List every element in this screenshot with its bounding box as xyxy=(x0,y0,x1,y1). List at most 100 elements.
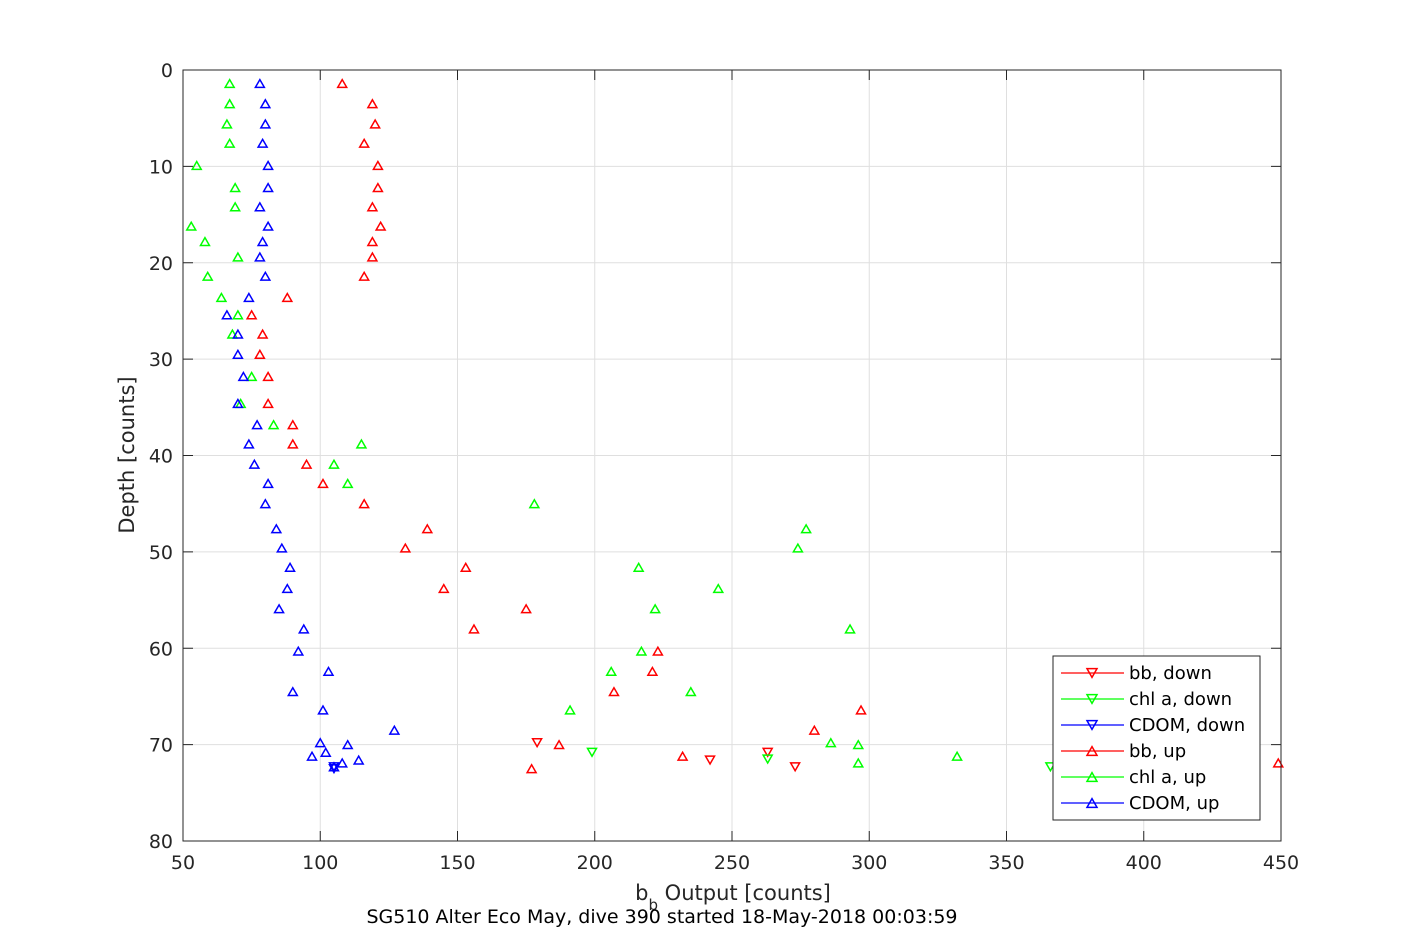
data-point xyxy=(951,750,963,761)
data-point xyxy=(229,182,241,193)
legend: bb, down chl a, down CDOM, down bb, up chl a… xyxy=(1052,655,1261,821)
data-point xyxy=(317,704,329,715)
data-point xyxy=(262,182,274,193)
y-tick-label: 20 xyxy=(149,253,173,275)
data-point xyxy=(223,98,236,109)
data-point xyxy=(369,118,381,129)
data-point xyxy=(232,348,244,359)
data-point xyxy=(761,754,774,765)
data-point xyxy=(251,419,263,430)
data-point xyxy=(254,78,266,89)
data-point xyxy=(520,603,532,614)
data-point xyxy=(632,561,645,572)
data-point xyxy=(259,98,272,109)
data-point xyxy=(366,98,379,109)
data-point xyxy=(844,623,856,634)
data-point xyxy=(704,755,716,766)
legend-marker xyxy=(1085,693,1099,705)
y-tick-label: 30 xyxy=(149,349,173,371)
data-point xyxy=(336,757,349,768)
data-point xyxy=(649,603,661,614)
x-tick-label: 450 xyxy=(1263,852,1299,874)
data-point xyxy=(685,686,697,697)
data-point xyxy=(366,251,379,262)
data-point xyxy=(297,623,310,634)
x-axis-label: bb Output [counts] xyxy=(635,881,831,914)
x-tick-label: 50 xyxy=(171,852,195,874)
data-point xyxy=(245,309,258,320)
data-point xyxy=(328,458,340,469)
data-point xyxy=(284,561,296,572)
data-point xyxy=(185,220,198,231)
data-point xyxy=(281,292,294,303)
data-point xyxy=(789,762,801,773)
y-tick-label: 80 xyxy=(149,831,173,853)
data-point xyxy=(328,761,340,772)
data-point xyxy=(852,757,865,768)
legend-item: CDOM, up xyxy=(1061,793,1219,814)
data-point xyxy=(314,737,327,748)
data-point xyxy=(355,438,368,449)
data-point xyxy=(245,371,258,382)
data-point xyxy=(358,137,370,148)
data-point xyxy=(254,251,266,262)
data-point xyxy=(262,220,274,231)
legend-label: CDOM, down xyxy=(1129,715,1245,736)
data-point xyxy=(267,419,280,430)
data-point xyxy=(229,201,241,212)
x-tick-label: 250 xyxy=(714,852,750,874)
data-point xyxy=(287,419,299,430)
data-point xyxy=(676,750,689,761)
data-point xyxy=(306,750,318,761)
figure-caption: SG510 Alter Eco May, dive 390 started 18… xyxy=(366,906,957,928)
data-point xyxy=(232,398,244,409)
data-point xyxy=(712,583,725,594)
y-tick-label: 40 xyxy=(149,446,173,468)
data-point xyxy=(366,236,379,247)
legend-item: CDOM, down xyxy=(1061,715,1245,736)
data-point xyxy=(399,542,412,553)
x-tick-label: 300 xyxy=(851,852,887,874)
data-point xyxy=(358,498,370,509)
legend-label: chl a, down xyxy=(1129,689,1232,710)
legend-label: chl a, up xyxy=(1129,767,1206,788)
data-point xyxy=(341,478,354,489)
data-point xyxy=(792,542,804,553)
data-point xyxy=(388,724,401,735)
data-point xyxy=(221,118,233,129)
data-point xyxy=(328,764,340,775)
legend-item: chl a, up xyxy=(1061,767,1206,788)
data-point xyxy=(825,737,837,748)
data-point xyxy=(199,236,211,247)
data-point xyxy=(221,309,233,320)
data-point xyxy=(215,292,228,303)
data-point xyxy=(372,182,384,193)
data-point xyxy=(635,645,648,656)
data-point xyxy=(341,739,354,750)
legend-marker xyxy=(1085,745,1099,757)
data-point xyxy=(652,645,664,656)
y-tick-label: 70 xyxy=(149,735,173,757)
data-point xyxy=(259,118,272,129)
data-point xyxy=(525,763,538,774)
data-point xyxy=(232,251,244,262)
x-tick-label: 200 xyxy=(577,852,613,874)
data-point xyxy=(232,309,244,320)
data-point xyxy=(262,371,274,382)
data-point xyxy=(528,498,541,509)
y-tick-labels: 0 10 20 30 40 50 60 70 80 xyxy=(149,60,173,853)
x-tick-labels: 50 100 150 200 250 300 350 400 450 xyxy=(171,852,1299,874)
data-point xyxy=(223,137,236,148)
data-point xyxy=(254,348,266,359)
data-point xyxy=(586,747,598,758)
data-point xyxy=(232,328,244,339)
data-markers xyxy=(185,78,1285,775)
data-point xyxy=(281,583,294,594)
legend-marker xyxy=(1085,771,1099,783)
data-point xyxy=(608,686,620,697)
legend-label: bb, up xyxy=(1129,741,1186,762)
y-tick-label: 60 xyxy=(149,638,173,660)
y-axis-label: Depth [counts] xyxy=(115,376,139,533)
data-point xyxy=(531,738,543,749)
data-point xyxy=(256,328,269,339)
